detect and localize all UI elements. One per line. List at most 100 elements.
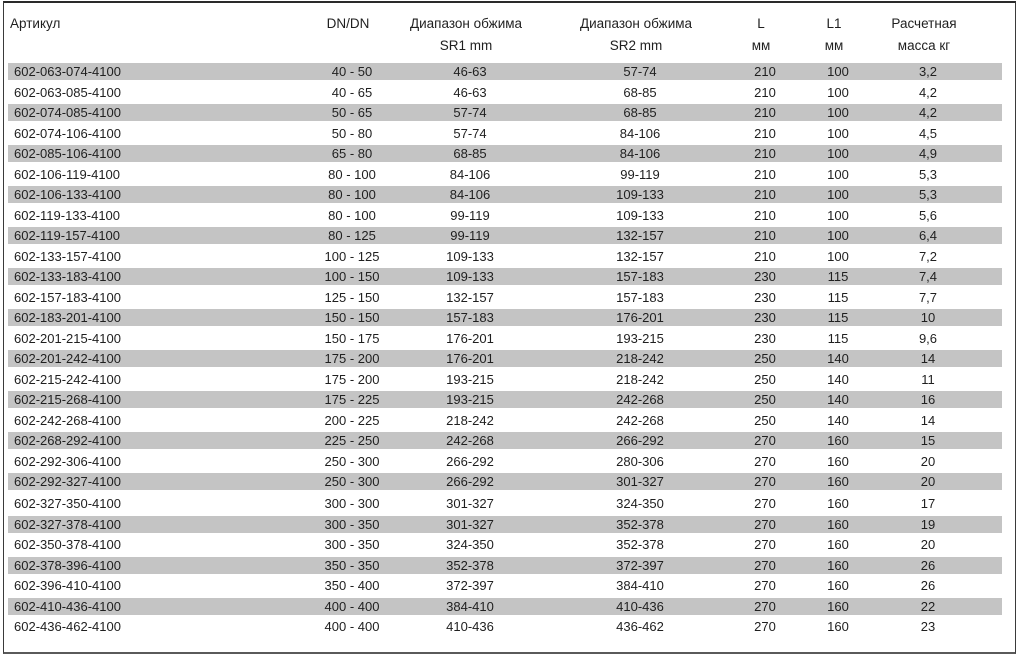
cell-article: 602-242-268-4100 — [14, 412, 121, 428]
cell-sr2: 280-306 — [616, 453, 664, 469]
cell-dn: 200 - 225 — [324, 412, 380, 428]
cell-article: 602-215-268-4100 — [14, 392, 121, 407]
header-line-2: SR1 mm SR2 mm мм мм масса кг — [4, 35, 1015, 57]
cell-mass: 7,7 — [918, 289, 938, 305]
cell-mass: 4,9 — [918, 146, 938, 161]
cell-article: 602-215-242-4100 — [14, 371, 121, 387]
cell-sr2: 84-106 — [619, 125, 661, 141]
cell-sr2: 372-397 — [616, 557, 664, 573]
cell-l1: 140 — [827, 351, 849, 366]
cell-mass: 7,4 — [918, 269, 938, 284]
cell-sr2: 157-183 — [616, 269, 664, 284]
cell-sr2: 324-350 — [616, 496, 664, 511]
cell-sr2: 57-74 — [623, 64, 657, 79]
cell-article: 602-119-157-4100 — [14, 228, 121, 243]
cell-l1: 115 — [827, 330, 849, 346]
cell-l1: 100 — [827, 125, 849, 141]
cell-article: 602-327-378-4100 — [14, 516, 121, 532]
cell-article: 602-378-396-4100 — [14, 557, 121, 573]
table-row: 602-378-396-4100 350 - 350 352-378 372-3… — [8, 556, 1002, 574]
cell-l1: 160 — [827, 578, 849, 593]
cell-dn: 400 - 400 — [324, 598, 380, 614]
table-header: Артикул DN/DN Диапазон обжима Диапазон о… — [4, 3, 1015, 63]
table-row: 602-119-157-4100 80 - 125 99-119 132-157… — [8, 227, 1002, 244]
cell-l: 270 — [754, 453, 776, 469]
cell-sr1: 68-85 — [453, 146, 487, 161]
cell-article: 602-292-306-4100 — [14, 453, 121, 469]
cell-mass: 14 — [920, 412, 936, 428]
cell-l1: 100 — [827, 187, 849, 202]
cell-l: 210 — [754, 166, 776, 182]
cell-mass: 15 — [920, 433, 936, 448]
cell-l: 210 — [754, 187, 776, 202]
cell-mass: 14 — [920, 351, 936, 366]
cell-l1: 140 — [827, 412, 849, 428]
cell-sr2: 352-378 — [616, 516, 664, 532]
cell-dn: 40 - 50 — [331, 64, 373, 79]
cell-dn: 175 - 200 — [324, 371, 380, 387]
cell-l1: 160 — [827, 557, 849, 573]
cell-sr2: 218-242 — [616, 351, 664, 366]
cell-mass: 19 — [920, 516, 936, 532]
header-line-1: Артикул DN/DN Диапазон обжима Диапазон о… — [4, 13, 1015, 35]
catalog-table: Артикул DN/DN Диапазон обжима Диапазон о… — [3, 1, 1016, 654]
cell-sr2: 68-85 — [623, 84, 657, 100]
cell-article: 602-085-106-4100 — [14, 146, 121, 161]
cell-article: 602-327-350-4100 — [14, 496, 121, 511]
cell-sr2: 68-85 — [623, 105, 657, 120]
cell-sr1: 109-133 — [446, 269, 494, 284]
cell-sr1: 242-268 — [446, 433, 494, 448]
cell-sr1: 352-378 — [446, 557, 494, 573]
table-row: 602-183-201-4100 150 - 150 157-183 176-2… — [8, 309, 1002, 326]
table-row: 602-201-242-4100 175 - 200 176-201 218-2… — [8, 350, 1002, 367]
cell-dn: 175 - 225 — [324, 392, 380, 407]
header-dn: DN/DN — [326, 16, 370, 31]
cell-l1: 100 — [827, 228, 849, 243]
cell-sr2: 384-410 — [616, 578, 664, 593]
cell-mass: 26 — [920, 578, 936, 593]
cell-dn: 350 - 400 — [324, 578, 380, 593]
cell-l1: 100 — [827, 166, 849, 182]
cell-l1: 100 — [827, 84, 849, 100]
header-mass-title: Расчетная — [891, 16, 957, 31]
cell-sr1: 218-242 — [446, 412, 494, 428]
header-article: Артикул — [10, 16, 61, 31]
cell-l: 210 — [754, 228, 776, 243]
cell-dn: 300 - 350 — [324, 516, 380, 532]
cell-sr1: 99-119 — [450, 228, 490, 243]
cell-sr1: 176-201 — [446, 330, 494, 346]
cell-mass: 23 — [920, 619, 936, 634]
header-l1: L1 — [826, 16, 842, 31]
cell-l: 250 — [754, 412, 776, 428]
cell-article: 602-063-085-4100 — [14, 84, 121, 100]
table-row: 602-436-462-4100 400 - 400 410-436 436-4… — [8, 618, 1002, 635]
table-row: 602-106-119-4100 80 - 100 84-106 99-119 … — [8, 166, 1002, 183]
cell-sr1: 132-157 — [446, 289, 494, 305]
cell-l1: 100 — [827, 248, 849, 264]
cell-mass: 17 — [920, 496, 936, 511]
cell-l: 210 — [754, 64, 776, 79]
cell-dn: 150 - 150 — [324, 310, 380, 325]
cell-l: 270 — [754, 598, 776, 614]
table-row: 602-063-085-4100 40 - 65 46-63 68-85 210… — [8, 84, 1002, 101]
cell-article: 602-063-074-4100 — [14, 64, 121, 79]
cell-dn: 100 - 125 — [324, 248, 380, 264]
cell-sr2: 352-378 — [616, 537, 664, 552]
cell-sr2: 109-133 — [616, 187, 664, 202]
cell-dn: 80 - 100 — [328, 207, 376, 223]
header-sr1-title: Диапазон обжима — [409, 16, 523, 31]
cell-l1: 160 — [827, 537, 849, 552]
cell-l1: 100 — [827, 146, 849, 161]
cell-sr1: 372-397 — [446, 578, 494, 593]
cell-article: 602-106-133-4100 — [14, 187, 121, 202]
cell-mass: 4,5 — [918, 125, 938, 141]
cell-mass: 5,3 — [918, 187, 938, 202]
cell-sr2: 176-201 — [616, 310, 664, 325]
cell-sr2: 84-106 — [619, 146, 661, 161]
cell-mass: 20 — [920, 537, 936, 552]
cell-dn: 65 - 80 — [331, 146, 373, 161]
cell-mass: 16 — [920, 392, 936, 407]
cell-sr1: 57-74 — [453, 125, 487, 141]
cell-mass: 6,4 — [918, 228, 938, 243]
table-row: 602-157-183-4100 125 - 150 132-157 157-1… — [8, 289, 1002, 306]
